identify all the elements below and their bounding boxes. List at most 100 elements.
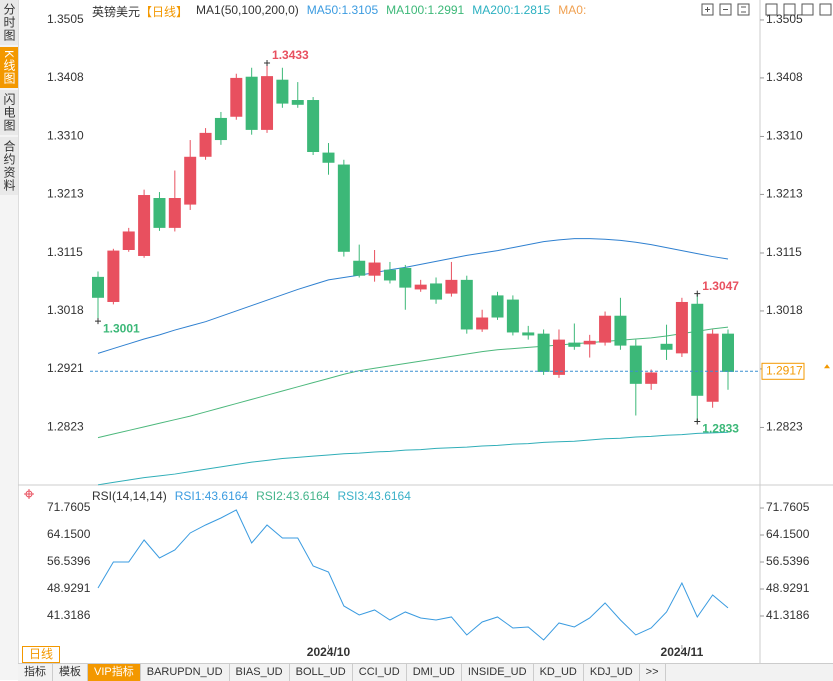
toolbar-tab[interactable]: DMI_UD	[407, 664, 462, 681]
y-tick-label: 1.3310	[766, 129, 803, 143]
y-tick-label: 1.3115	[766, 245, 802, 259]
y-tick-label: 1.3115	[47, 245, 83, 259]
candle-body	[430, 283, 443, 300]
toolbar-tab[interactable]: >>	[640, 664, 666, 681]
y-tick-label: 1.3408	[766, 70, 803, 84]
toolbar-tab[interactable]: INSIDE_UD	[462, 664, 534, 681]
candle-body	[675, 301, 688, 354]
toolbar-tab[interactable]: KD_UD	[534, 664, 584, 681]
candle-body	[383, 269, 396, 281]
toolbar-tab[interactable]: BARUPDN_UD	[141, 664, 230, 681]
y-tick-label: 56.5396	[766, 554, 810, 568]
x-tick-label: 2024/11	[661, 645, 704, 659]
side-tab[interactable]: 闪电图	[0, 90, 18, 136]
y-tick-label: 1.3018	[766, 303, 803, 317]
y-tick-label: 1.2921	[47, 361, 84, 375]
toolbar-tab[interactable]: 指标	[18, 664, 53, 681]
y-tick-label: 1.3213	[766, 187, 803, 201]
period: 【日线】	[140, 5, 189, 19]
toolbar-tab[interactable]: KDJ_UD	[584, 664, 640, 681]
y-tick-label: 41.3186	[47, 608, 91, 622]
candle-body	[322, 152, 335, 163]
candle-body	[184, 156, 197, 205]
symbol-title: 英镑美元	[92, 5, 141, 19]
candle-body	[337, 164, 350, 252]
candle-body	[168, 198, 181, 228]
candle-body	[706, 333, 719, 402]
candle-body	[460, 279, 473, 330]
candle-body	[368, 262, 381, 276]
extreme-label: 1.3001	[103, 321, 140, 335]
last-price-label: 1.2917	[766, 363, 803, 377]
candle-body	[506, 299, 519, 333]
toolbar-tab[interactable]: BOLL_UD	[290, 664, 353, 681]
toolbar-tab[interactable]: 模板	[53, 664, 88, 681]
legend-entry: RSI3:43.6164	[337, 489, 411, 503]
y-tick-label: 56.5396	[47, 554, 91, 568]
candle-body	[399, 267, 412, 288]
candle-body	[645, 372, 658, 384]
chart-header: 英镑美元 【日线】 MA1(50,100,200,0) MA50:1.3105 MA10…	[92, 3, 586, 20]
candle-body	[199, 132, 212, 157]
candle-body	[230, 77, 243, 117]
x-tick-label: 2024/10	[307, 645, 351, 659]
toolbar: 指标 模板 VIP指标 BARUPDN_UD BIAS_UD BOLL_UD CCI_UD D…	[18, 663, 833, 681]
y-tick-label: 1.3018	[47, 303, 84, 317]
candle-body	[276, 79, 289, 104]
candle-body	[245, 76, 258, 130]
rsi-header: RSI(14,14,14) RSI1:43.6164 RSI2:43.6164 RSI…	[92, 489, 411, 503]
candle-body	[107, 250, 120, 302]
toolbar-tab[interactable]: VIP指标	[88, 664, 141, 681]
toolbar-tab[interactable]: CCI_UD	[353, 664, 407, 681]
candle-body	[138, 195, 151, 256]
candle-body	[445, 279, 458, 294]
side-tab[interactable]: K线图	[0, 47, 18, 89]
y-tick-label: 64.1500	[47, 527, 91, 541]
candle-body	[583, 340, 596, 345]
candle-body	[537, 333, 550, 372]
y-tick-label: 1.3213	[47, 187, 84, 201]
y-tick-label: 41.3186	[766, 608, 810, 622]
y-tick-label: 1.3310	[47, 129, 84, 143]
candle-body	[568, 342, 581, 347]
legend-entry: MA0:	[558, 3, 587, 17]
candle-body	[614, 315, 627, 346]
candle-body	[122, 231, 135, 250]
candle-body	[722, 333, 734, 372]
candle-body	[629, 345, 642, 384]
y-tick-label: 1.2823	[47, 420, 84, 434]
y-tick-label: 1.3505	[47, 12, 84, 26]
legend-entry: MA50:1.3105	[306, 3, 379, 17]
sidebar: 分时图 K线图 闪电图 合约资料	[0, 0, 19, 680]
rsi-title: RSI(14,14,14)	[92, 489, 167, 503]
side-tab[interactable]: 合约资料	[0, 137, 18, 196]
candle-body	[691, 303, 704, 396]
ma-line	[97, 238, 729, 354]
candle-body	[92, 276, 104, 298]
extreme-label: 1.3047	[702, 279, 739, 293]
y-tick-label: 71.7605	[766, 500, 810, 514]
candle-body	[414, 284, 427, 290]
y-tick-label: 1.3505	[766, 12, 803, 26]
candle-body	[353, 260, 366, 276]
y-tick-label: 1.2823	[766, 420, 803, 434]
extreme-marker	[95, 318, 101, 325]
legend-entry: RSI2:43.6164	[256, 489, 330, 503]
chart: 1.3505 1.3505 1.3408 1.3408 1.3310 1.3310 1.32…	[18, 0, 833, 663]
toolbar-tab[interactable]: BIAS_UD	[230, 664, 290, 681]
candle-body	[291, 100, 304, 105]
side-tab[interactable]: 分时图	[0, 0, 18, 45]
y-tick-label: 48.9291	[47, 581, 91, 595]
candle-body	[153, 198, 166, 228]
period-tab[interactable]: 日线	[22, 646, 60, 663]
extreme-marker	[694, 290, 701, 297]
toolbar-icons[interactable]	[701, 3, 832, 16]
candle-body	[491, 295, 504, 318]
y-tick-label: 48.9291	[766, 581, 810, 595]
rsi-line	[97, 509, 729, 641]
candle-body	[307, 100, 320, 153]
extreme-marker	[694, 418, 701, 425]
legend-entry: MA200:1.2815	[472, 3, 551, 17]
y-tick-label: 64.1500	[766, 527, 810, 541]
